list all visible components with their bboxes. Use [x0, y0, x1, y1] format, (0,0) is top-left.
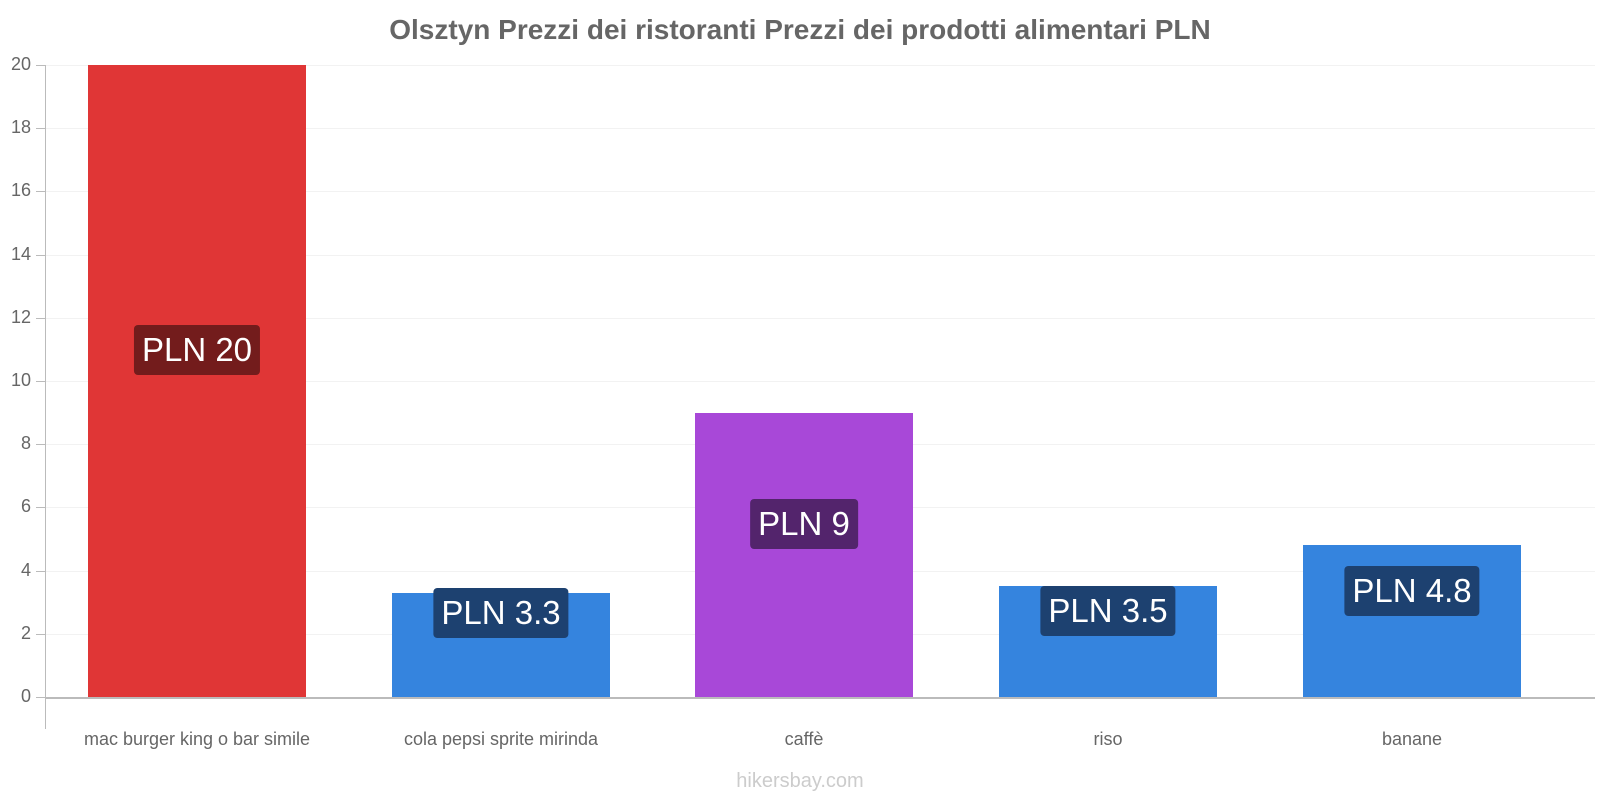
data-label-badge: PLN 9 [750, 499, 858, 549]
data-label-badge: PLN 3.3 [433, 588, 569, 638]
y-tick-mark [36, 128, 45, 130]
gridline [45, 381, 1595, 382]
data-label-badge: PLN 4.8 [1344, 566, 1480, 616]
gridline [45, 128, 1595, 130]
y-tick-label: 2 [20, 622, 31, 643]
y-tick-label: 10 [10, 370, 31, 390]
y-tick-mark [36, 697, 45, 698]
y-tick-label: 0 [20, 686, 31, 706]
y-tick-label: 4 [20, 559, 31, 580]
x-axis-line [45, 697, 1595, 699]
y-tick-mark [36, 633, 45, 635]
y-tick-mark [36, 191, 45, 193]
y-tick-label: 18 [10, 117, 31, 138]
chart-title: Olsztyn Prezzi dei ristoranti Prezzi dei… [389, 14, 1211, 45]
y-tick-mark [36, 570, 45, 572]
y-tick-label: 12 [10, 306, 31, 327]
y-tick-mark [36, 381, 45, 382]
x-category-label: riso [1093, 729, 1123, 749]
y-tick-label: 20 [10, 54, 31, 74]
x-category-label: cola pepsi sprite mirinda [403, 729, 599, 749]
x-category-label: banane [1381, 729, 1443, 749]
gridline [45, 65, 1595, 66]
bar [695, 412, 913, 697]
y-axis-line [45, 65, 46, 729]
bar [88, 65, 306, 697]
x-category-label: mac burger king o bar simile [83, 729, 311, 749]
y-tick-label: 16 [10, 180, 31, 201]
data-label-badge: PLN 20 [133, 325, 261, 375]
y-tick-mark [36, 444, 45, 446]
y-tick-mark [36, 317, 45, 319]
gridline [45, 254, 1595, 256]
y-tick-mark [36, 507, 45, 509]
y-tick-mark [36, 65, 45, 66]
gridline [45, 191, 1595, 193]
gridline [45, 317, 1595, 319]
y-tick-label: 8 [20, 433, 31, 454]
y-tick-label: 14 [10, 243, 31, 264]
x-category-label: caffè [784, 729, 824, 749]
y-tick-label: 6 [20, 496, 31, 517]
y-tick-mark [36, 254, 45, 256]
watermark: hikersbay.com [736, 770, 864, 792]
data-label-badge: PLN 3.5 [1040, 586, 1176, 636]
